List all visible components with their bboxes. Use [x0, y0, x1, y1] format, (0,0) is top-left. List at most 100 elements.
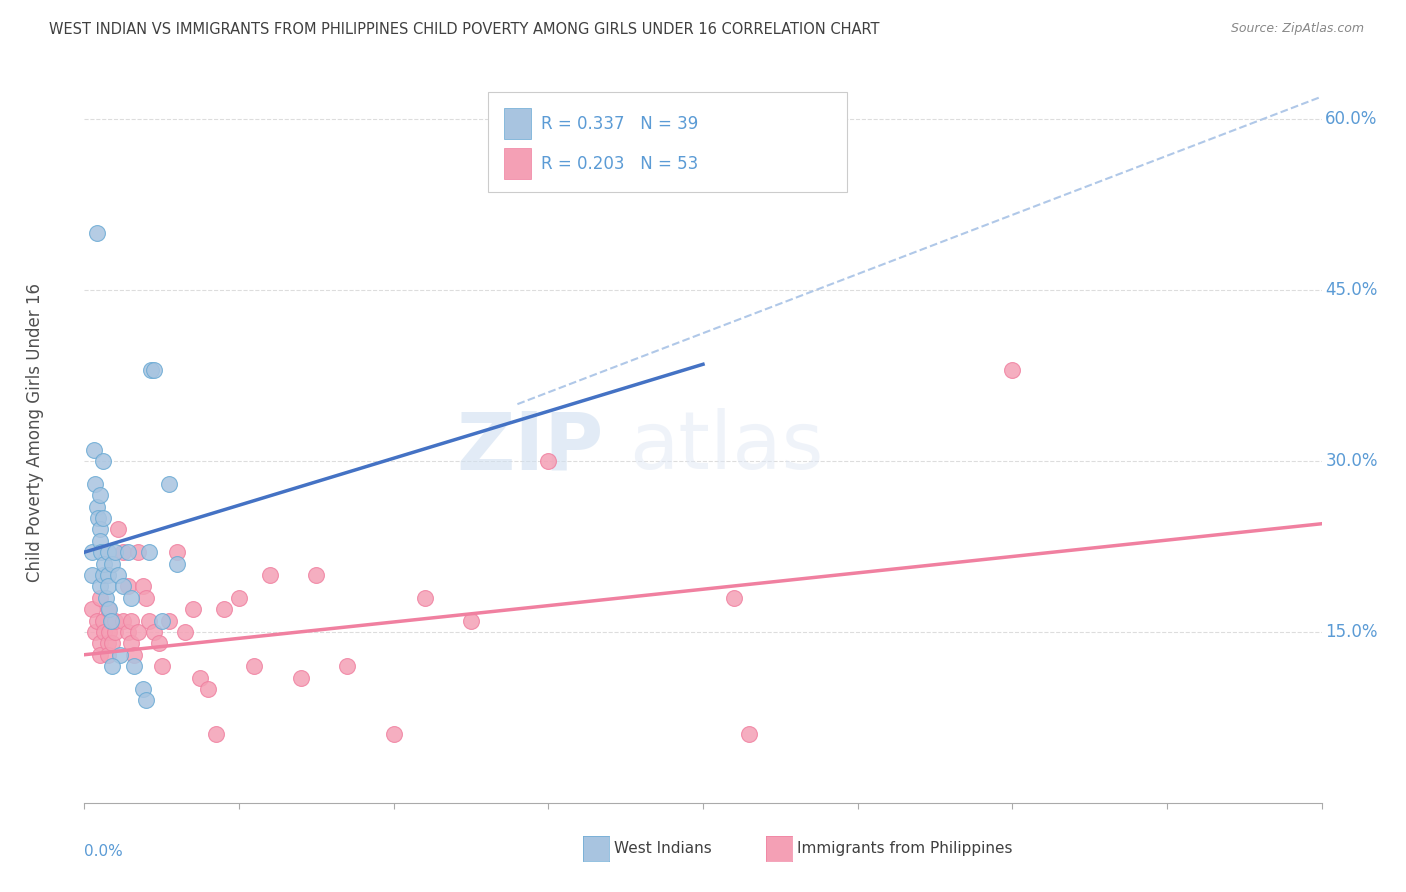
Point [460, 614, 482, 628]
Point [89, 636, 111, 650]
Point [93, 557, 115, 571]
Point [127, 624, 149, 639]
Point [108, 648, 131, 662]
Point [537, 454, 560, 468]
Point [98, 602, 121, 616]
Point [112, 545, 135, 559]
Point [117, 545, 139, 559]
Point [120, 614, 142, 628]
Point [107, 568, 129, 582]
Point [259, 568, 281, 582]
Point [148, 636, 170, 650]
Point [1001, 363, 1024, 377]
Point [166, 557, 188, 571]
Point [86, 227, 108, 241]
Point [90, 545, 112, 559]
Point [138, 614, 160, 628]
Point [413, 591, 436, 605]
Point [188, 671, 211, 685]
Point [91, 614, 114, 628]
FancyBboxPatch shape [503, 108, 531, 139]
Text: 60.0%: 60.0% [1326, 111, 1378, 128]
Point [107, 523, 129, 537]
Point [150, 614, 173, 628]
Point [91, 568, 114, 582]
Point [159, 476, 180, 491]
Point [89, 591, 111, 605]
Point [89, 523, 111, 537]
Point [150, 659, 173, 673]
Text: Child Poverty Among Girls Under 16: Child Poverty Among Girls Under 16 [25, 283, 44, 582]
Point [96, 568, 118, 582]
Text: R = 0.203   N = 53: R = 0.203 N = 53 [541, 155, 699, 173]
Point [96, 648, 118, 662]
Point [738, 727, 761, 741]
Point [181, 602, 204, 616]
Point [104, 624, 127, 639]
Point [89, 648, 111, 662]
Point [138, 545, 160, 559]
Point [82, 545, 104, 559]
Point [120, 636, 142, 650]
Point [82, 602, 104, 616]
Point [135, 693, 157, 707]
Point [93, 624, 115, 639]
Point [166, 545, 188, 559]
Text: ZIP: ZIP [457, 409, 605, 486]
Point [139, 363, 162, 377]
FancyBboxPatch shape [503, 148, 531, 179]
Point [104, 614, 127, 628]
Point [89, 488, 111, 502]
Text: Source: ZipAtlas.com: Source: ZipAtlas.com [1230, 22, 1364, 36]
Point [159, 614, 180, 628]
Point [112, 614, 135, 628]
Point [120, 591, 142, 605]
Text: 30.0%: 30.0% [1326, 452, 1378, 470]
Point [127, 545, 149, 559]
Point [290, 671, 312, 685]
Point [96, 579, 118, 593]
Text: WEST INDIAN VS IMMIGRANTS FROM PHILIPPINES CHILD POVERTY AMONG GIRLS UNDER 16 CO: WEST INDIAN VS IMMIGRANTS FROM PHILIPPIN… [49, 22, 880, 37]
Point [104, 545, 127, 559]
Point [382, 727, 405, 741]
Point [89, 533, 111, 548]
Point [122, 648, 145, 662]
Point [87, 511, 110, 525]
Point [135, 591, 157, 605]
Point [122, 659, 145, 673]
Point [305, 568, 328, 582]
Point [117, 624, 139, 639]
Point [101, 659, 124, 673]
Point [91, 454, 114, 468]
Point [132, 681, 155, 696]
Text: atlas: atlas [628, 409, 823, 486]
Point [96, 545, 118, 559]
Point [94, 591, 117, 605]
Point [101, 636, 124, 650]
Text: 45.0%: 45.0% [1326, 281, 1378, 299]
Point [100, 614, 122, 628]
Text: 0.0%: 0.0% [84, 844, 124, 858]
Point [91, 511, 114, 525]
Point [83, 442, 105, 457]
Point [96, 602, 118, 616]
FancyBboxPatch shape [488, 92, 846, 192]
Text: Immigrants from Philippines: Immigrants from Philippines [797, 841, 1012, 855]
Text: R = 0.337   N = 39: R = 0.337 N = 39 [541, 115, 699, 133]
Point [86, 614, 108, 628]
Point [174, 624, 197, 639]
Point [197, 681, 219, 696]
Point [101, 557, 124, 571]
Point [132, 579, 155, 593]
Point [228, 591, 250, 605]
Point [112, 579, 135, 593]
Point [89, 579, 111, 593]
Text: 15.0%: 15.0% [1326, 623, 1378, 641]
Point [117, 579, 139, 593]
Point [98, 624, 121, 639]
Point [336, 659, 359, 673]
Point [143, 363, 166, 377]
Text: West Indians: West Indians [614, 841, 713, 855]
Point [84, 476, 107, 491]
Point [101, 614, 124, 628]
